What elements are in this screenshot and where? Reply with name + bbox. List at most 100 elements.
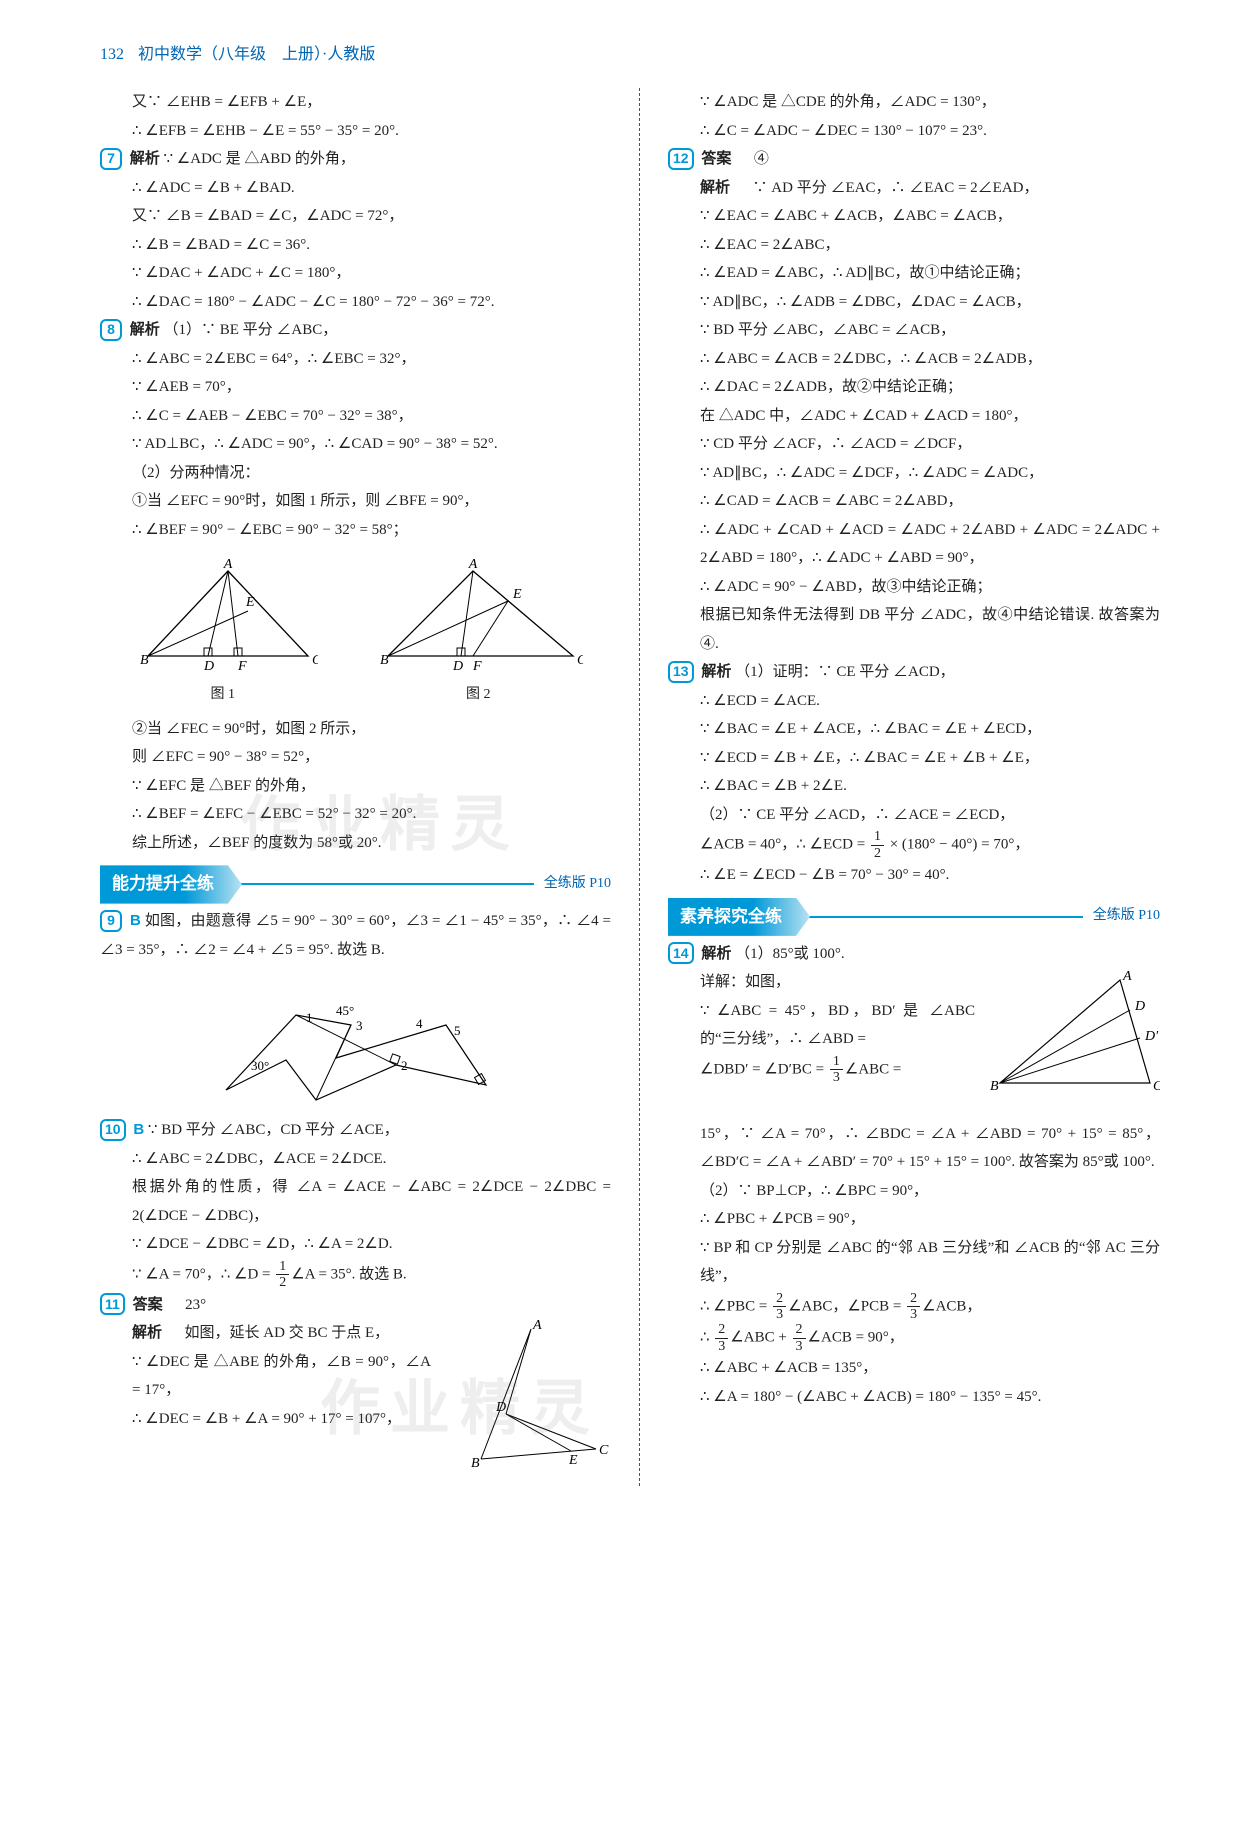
figure-q11: A B C D E (441, 1319, 611, 1480)
answer-letter: B (130, 912, 141, 929)
text-line: ∴ ∠BAC = ∠B + 2∠E. (668, 772, 1160, 801)
q7-header: 7 解析 ∵ ∠ADC 是 △ABD 的外角， (100, 145, 611, 174)
text-line: ∴ ∠A = 180° − (∠ABC + ∠ACB) = 180° − 135… (668, 1383, 1160, 1412)
q12-answer: 12 答案 ④ (668, 145, 1160, 174)
figure-q9: 1 45° 3 4 5 2 30° (196, 970, 516, 1110)
svg-text:D: D (452, 659, 463, 674)
svg-text:D: D (495, 1400, 506, 1415)
text-line: ∵ ∠ECD = ∠B + ∠E，∴ ∠BAC = ∠E + ∠B + ∠E， (668, 744, 1160, 773)
svg-text:E: E (245, 595, 255, 610)
text-line: ∠ACB = 40°，∴ ∠ECD = 12 × (180° − 40°) = … (668, 829, 1160, 861)
svg-text:B: B (471, 1456, 480, 1469)
question-number: 13 (668, 661, 694, 683)
text: （1）证明：∵ CE 平分 ∠ACD， (735, 664, 955, 680)
question-number: 14 (668, 942, 694, 964)
text-line: （2）∵ CE 平分 ∠ACD，∴ ∠ACE = ∠ECD， (668, 801, 1160, 830)
text-line: ∴ ∠DAC = 2∠ADB，故②中结论正确； (668, 373, 1160, 402)
question-number: 7 (100, 148, 122, 170)
text-line: ∴ ∠ADC = 90° − ∠ABD，故③中结论正确； (668, 573, 1160, 602)
svg-text:E: E (568, 1453, 578, 1468)
text-line: ∴ ∠C = ∠ADC − ∠DEC = 130° − 107° = 23°. (668, 117, 1160, 146)
svg-text:A: A (222, 557, 232, 572)
text-line: （2）∵ BP⊥CP，∴ ∠BPC = 90°， (668, 1177, 1160, 1206)
figure-caption: 图 2 (373, 682, 583, 709)
answer-letter: B (133, 1121, 144, 1138)
text-line: 根据外角的性质，得 ∠A = ∠ACE − ∠ABC = 2∠DCE − 2∠D… (100, 1173, 611, 1230)
text-line: ∴ ∠ADC = ∠B + ∠BAD. (100, 174, 611, 203)
q9: 9 B 如图，由题意得 ∠5 = 90° − 30° = 60°，∠3 = ∠1… (100, 907, 611, 964)
text-line: ②当 ∠FEC = 90°时，如图 2 所示， (100, 715, 611, 744)
section-rule (808, 916, 1083, 918)
text-line: ①当 ∠EFC = 90°时，如图 1 所示，则 ∠BFE = 90°， (100, 487, 611, 516)
text-line: 综上所述，∠BEF 的度数为 58°或 20°. (100, 829, 611, 858)
text: ∵ BD 平分 ∠ABC，CD 平分 ∠ACE， (148, 1122, 399, 1138)
text-line: ∵ BD 平分 ∠ABC，∠ABC = ∠ACB， (668, 316, 1160, 345)
label-analysis: 解析 (701, 946, 731, 962)
text-line: ∵ AD⊥BC，∴ ∠ADC = 90°，∴ ∠CAD = 90° − 38° … (100, 430, 611, 459)
q8-header: 8 解析 （1）∵ BE 平分 ∠ABC， (100, 316, 611, 345)
text-line: ∴ ∠BEF = ∠EFC − ∠EBC = 52° − 32° = 20°. (100, 800, 611, 829)
svg-text:A: A (468, 557, 478, 572)
text-line: ∴ ∠ADC + ∠CAD + ∠ACD = ∠ADC + 2∠ABD + ∠A… (668, 516, 1160, 573)
text-line: 又∵ ∠B = ∠BAD = ∠C，∠ADC = 72°， (100, 202, 611, 231)
svg-text:D′: D′ (1144, 1029, 1159, 1044)
text-line: 根据已知条件无法得到 DB 平分 ∠ADC，故④中结论错误. 故答案为④. (668, 601, 1160, 658)
svg-text:D: D (1134, 999, 1145, 1014)
question-number: 11 (100, 1293, 125, 1315)
text-line: ∴ ∠C = ∠AEB − ∠EBC = 70° − 32° = 38°， (100, 402, 611, 431)
text-line: ∵ BP 和 CP 分别是 ∠ABC 的“邻 AB 三分线”和 ∠ACB 的“邻… (668, 1234, 1160, 1291)
section-ref: 全练版 P10 (534, 871, 611, 898)
section-title: 能力提升全练 (100, 865, 242, 903)
svg-text:C: C (312, 653, 318, 668)
svg-text:E: E (512, 587, 522, 602)
text-line: ∴ 23∠ABC + 23∠ACB = 90°， (668, 1322, 1160, 1354)
text-line: ∵ ∠ADC 是 △CDE 的外角，∠ADC = 130°， (668, 88, 1160, 117)
svg-text:2: 2 (401, 1058, 408, 1073)
text-line: ∵ AD∥BC，∴ ∠ADC = ∠DCF，∴ ∠ADC = ∠ADC， (668, 459, 1160, 488)
text-line: ∴ ∠EFB = ∠EHB − ∠E = 55° − 35° = 20°. (100, 117, 611, 146)
question-number: 9 (100, 910, 122, 932)
svg-text:C: C (1153, 1079, 1160, 1094)
q11-answer: 11 答案 23° (100, 1291, 611, 1320)
label-analysis: 解析 (130, 151, 160, 167)
question-number: 10 (100, 1119, 126, 1141)
svg-text:45°: 45° (336, 1003, 354, 1018)
text-line: ∵ AD∥BC，∴ ∠ADB = ∠DBC，∠DAC = ∠ACB， (668, 288, 1160, 317)
figure-q8-2: A B C D F E (373, 556, 583, 676)
text: 如图，延长 AD 交 BC 于点 E， (185, 1325, 390, 1341)
text-line: ∵ ∠DAC + ∠ADC + ∠C = 180°， (100, 259, 611, 288)
text: 如图，由题意得 ∠5 = 90° − 30° = 60°，∠3 = ∠1 − 4… (100, 913, 611, 958)
text-line: ∴ ∠ECD = ∠ACE. (668, 687, 1160, 716)
text-line: ∴ ∠B = ∠BAD = ∠C = 36°. (100, 231, 611, 260)
answer-value: ④ (754, 151, 769, 167)
text-line: ∵ ∠BAC = ∠E + ∠ACE，∴ ∠BAC = ∠E + ∠ECD， (668, 715, 1160, 744)
label-answer: 答案 (701, 151, 731, 167)
text-line: （2）分两种情况： (100, 459, 611, 488)
figure-row-q8: A B C D F E 图 1 A B C (100, 550, 611, 709)
text: ∵ ∠ADC 是 △ABD 的外角， (164, 151, 355, 167)
svg-text:5: 5 (454, 1023, 461, 1038)
q14-header: 14 解析 （1）85°或 100°. (668, 940, 1160, 969)
section-title: 素养探究全练 (668, 898, 810, 936)
text-line: ∵ ∠DCE − ∠DBC = ∠D，∴ ∠A = 2∠D. (100, 1230, 611, 1259)
svg-text:1: 1 (306, 1010, 313, 1025)
svg-text:A: A (1122, 969, 1132, 984)
svg-text:F: F (237, 659, 247, 674)
text-line: ∵ ∠EFC 是 △BEF 的外角， (100, 772, 611, 801)
label-analysis: 解析 (130, 322, 160, 338)
q13-header: 13 解析 （1）证明：∵ CE 平分 ∠ACD， (668, 658, 1160, 687)
text-line: ∴ ∠CAD = ∠ACB = ∠ABC = 2∠ABD， (668, 487, 1160, 516)
svg-text:A: A (532, 1319, 542, 1333)
text-line: ∴ ∠PBC + ∠PCB = 90°， (668, 1205, 1160, 1234)
text-line: ∵ ∠EAC = ∠ABC + ∠ACB，∠ABC = ∠ACB， (668, 202, 1160, 231)
text-line: ∴ ∠E = ∠ECD − ∠B = 70° − 30° = 40°. (668, 861, 1160, 890)
text-line: ∵ ∠AEB = 70°， (100, 373, 611, 402)
svg-text:4: 4 (416, 1016, 423, 1031)
figure-q8-1: A B C D F E (128, 556, 318, 676)
q10-header: 10 B ∵ BD 平分 ∠ABC，CD 平分 ∠ACE， (100, 1116, 611, 1145)
text-line: 则 ∠EFC = 90° − 38° = 52°， (100, 743, 611, 772)
text-line: ∵ ∠A = 70°，∴ ∠D = 12∠A = 35°. 故选 B. (100, 1259, 611, 1291)
text-line: 又∵ ∠EHB = ∠EFB + ∠E， (100, 88, 611, 117)
svg-text:F: F (472, 659, 482, 674)
text-line: ∴ ∠ABC = 2∠EBC = 64°，∴ ∠EBC = 32°， (100, 345, 611, 374)
